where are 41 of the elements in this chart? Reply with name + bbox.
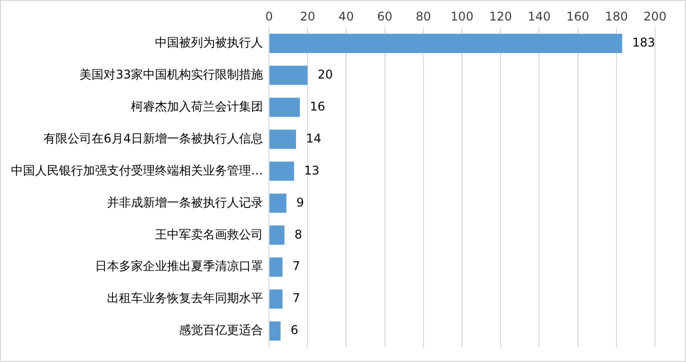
x-tick-label: 40 — [338, 9, 354, 24]
data-label: 183 — [632, 36, 656, 50]
y-tick-label: 感觉百亿更适合 — [179, 323, 263, 338]
bar — [270, 321, 281, 341]
y-tick-label: 出租车业务恢复去年同期水平 — [107, 291, 263, 306]
x-tick-label: 80 — [416, 9, 432, 24]
x-tick-label: 20 — [300, 9, 316, 24]
bar — [270, 34, 622, 53]
x-tick-label: 200 — [644, 9, 666, 24]
x-tick-label: 0 — [265, 9, 273, 24]
data-label: 8 — [294, 227, 302, 242]
data-label: 6 — [290, 323, 298, 338]
data-label: 20 — [318, 67, 333, 82]
data-label: 14 — [306, 131, 322, 146]
y-tick-label: 中国人民银行加强支付受理终端相关业务管理… — [11, 163, 263, 178]
x-tick-label: 160 — [566, 9, 590, 24]
y-tick-label: 中国被列为被执行人 — [155, 36, 263, 50]
y-tick-label: 有限公司在6月4日新增一条被执行人信息 — [44, 131, 263, 146]
bar — [270, 130, 296, 149]
data-label: 16 — [310, 99, 326, 114]
x-tick-label: 100 — [450, 9, 474, 24]
bar — [270, 226, 284, 245]
x-tick-label: 120 — [489, 9, 512, 24]
data-label: 13 — [304, 163, 320, 178]
x-tick-label: 60 — [377, 9, 392, 24]
x-tick-label: 180 — [604, 9, 628, 24]
data-label: 9 — [296, 195, 304, 210]
data-label: 7 — [292, 291, 300, 306]
y-tick-label: 美国对33家中国机构实行限制措施 — [80, 67, 263, 82]
bar — [270, 258, 283, 277]
bar — [270, 66, 308, 85]
data-label: 7 — [292, 259, 300, 274]
y-tick-label: 日本多家企业推出夏季清凉口罩 — [95, 259, 263, 274]
x-tick-label: 140 — [528, 9, 551, 24]
bar — [270, 98, 300, 117]
y-tick-label: 王中军卖名画救公司 — [155, 227, 263, 242]
bar — [270, 194, 286, 213]
bar — [270, 162, 294, 181]
y-tick-label: 柯睿杰加入荷兰会计集团 — [131, 99, 263, 114]
y-tick-label: 并非成新增一条被执行人记录 — [107, 195, 263, 210]
bar — [270, 289, 283, 309]
